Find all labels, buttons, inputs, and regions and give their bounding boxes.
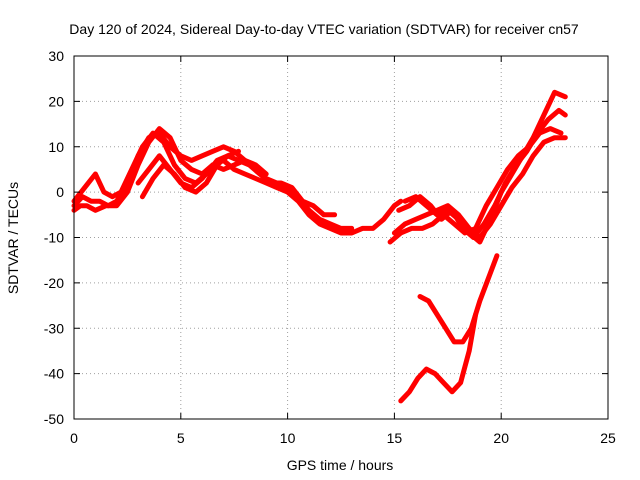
y-tick-label: -40	[44, 366, 64, 382]
y-tick-label: 20	[48, 93, 64, 109]
x-axis-title: GPS time / hours	[287, 457, 394, 473]
ticks-layer: 0 5 10 15 20 25 -50 -40 -30 -20 -10 0 10 20 30	[44, 48, 616, 446]
y-tick-label: -50	[44, 411, 64, 427]
y-tick-label: -20	[44, 275, 64, 291]
x-tick-label: 25	[600, 430, 616, 446]
series-track-5	[139, 148, 241, 200]
series-track-4	[135, 153, 269, 191]
y-tick-label: -30	[44, 320, 64, 336]
series-track-11	[417, 253, 500, 345]
series-track-1	[71, 126, 404, 236]
series-track-8	[402, 89, 568, 245]
x-tick-label: 15	[387, 430, 403, 446]
series-track-7	[396, 107, 568, 240]
series-track-9	[387, 126, 564, 245]
y-axis-title: SDTVAR / TECUs	[5, 182, 21, 294]
grid-layer	[74, 56, 608, 419]
y-tick-label: 30	[48, 48, 64, 64]
x-tick-label: 10	[280, 430, 296, 446]
series-track-10	[398, 312, 479, 404]
chart-title: Day 120 of 2024, Sidereal Day-to-day VTE…	[69, 21, 579, 37]
y-tick-label: 0	[56, 184, 64, 200]
x-tick-label: 20	[493, 430, 509, 446]
x-tick-label: 5	[177, 430, 185, 446]
y-tick-label: 10	[48, 139, 64, 155]
x-tick-label: 0	[70, 430, 78, 446]
y-tick-label: -10	[44, 230, 64, 246]
series-track-2	[71, 130, 355, 231]
series-layer	[71, 89, 568, 404]
